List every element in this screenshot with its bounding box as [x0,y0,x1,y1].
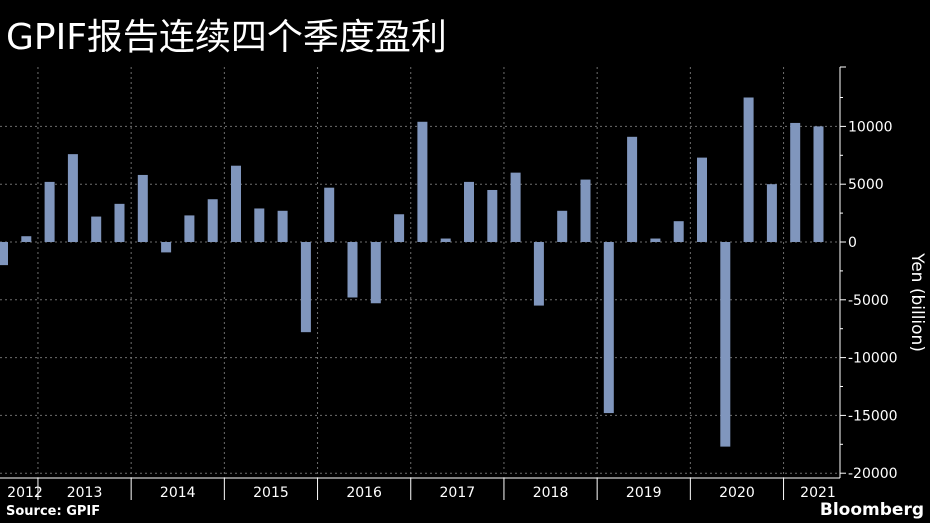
bar [790,122,801,242]
y-tick-label: -5000 [848,293,889,309]
bar [743,97,754,242]
x-tick-label: 2018 [533,485,569,501]
bloomberg-logo: Bloomberg [819,500,924,520]
bar [254,208,265,242]
bar [464,181,474,242]
bar [394,214,405,242]
chart-title: GPIF报告连续四个季度盈利 [6,17,447,58]
bar [231,165,241,242]
bar [510,172,521,242]
y-tick-label: 0 [848,235,857,251]
y-tick-label: -15000 [848,408,898,424]
y-axis: 10000 5000 0 -5000 -10000 -15000 -20000 Yen (bi… [839,66,927,482]
bar [697,157,707,242]
bar [0,242,8,266]
x-axis: 2012 2013 2014 2015 2016 2017 2018 2019 2020 2021 [0,477,840,501]
bar [627,136,638,242]
source-note: Source: GPIF [6,504,101,519]
bar [487,189,498,242]
x-tick-label: 2017 [440,485,476,501]
bar [580,179,591,242]
y-axis-label: Yen (billion) [907,252,927,352]
bar [557,210,568,242]
x-tick-label: 2021 [800,485,836,501]
x-tick-label: 2013 [67,485,103,501]
y-tick-label: 10000 [848,119,893,135]
y-tick-label: -20000 [848,466,898,482]
bar [720,242,731,447]
y-tick-label: -10000 [848,351,898,367]
bar [440,238,451,242]
bar [184,215,195,242]
bar [44,181,55,242]
x-tick-label: 2019 [626,485,662,501]
x-tick-label: 2012 [7,485,43,501]
bar [161,242,172,253]
bar [766,184,777,242]
x-tick-label: 2020 [719,485,755,501]
bar [533,242,544,306]
bar [207,199,218,242]
bar [21,236,32,242]
bar [91,216,102,242]
bar [603,242,614,414]
bar [417,121,428,242]
x-tick-label: 2016 [346,485,382,501]
bars [0,97,824,447]
y-tick-label: 5000 [848,177,884,193]
bar [300,242,311,333]
bar [67,154,78,242]
bar [370,242,381,304]
bar [673,221,684,242]
x-tick-label: 2014 [160,485,196,501]
bar [277,210,288,242]
x-tick-label: 2015 [253,485,289,501]
bar [137,174,148,242]
bar [813,126,824,242]
bar [347,242,358,298]
bar [324,187,335,242]
bar [650,238,661,242]
bar [114,203,125,242]
